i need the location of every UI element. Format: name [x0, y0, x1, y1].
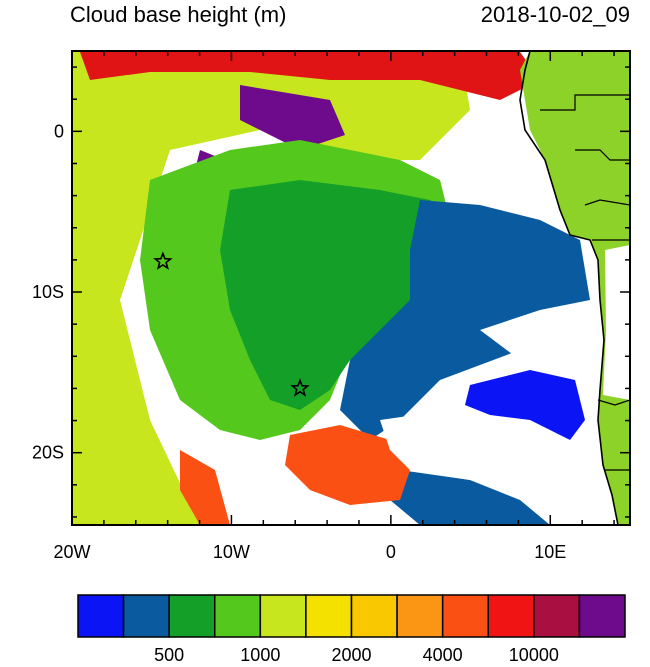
- star-marker-north-star-icon: [153, 251, 173, 270]
- lat-tick-label: 20S: [32, 443, 64, 463]
- cloud-field-orange-southwest: [180, 450, 230, 525]
- coastline: [519, 51, 619, 525]
- lon-tick-label: 20W: [53, 542, 90, 562]
- colorbar-label: 4000: [423, 645, 463, 665]
- colorbar: 500 1000 2000 4000 10000: [77, 594, 626, 665]
- land-africa: [520, 51, 630, 525]
- map-title: Cloud base height (m): [70, 2, 287, 27]
- cloud-field-dark-blue-coast: [340, 200, 590, 440]
- axis-ticks: 20W 10W 0 10E 0 10S 20S: [32, 51, 630, 562]
- cloud-field-green: [220, 180, 460, 410]
- cloud-field-purple-north: [240, 85, 345, 150]
- cloud-field-scattered-yellow: [72, 51, 470, 525]
- timestamp-label: 2018-10-02_09: [480, 2, 630, 27]
- colorbar-box: [487, 594, 535, 638]
- clear-region-coast: [480, 300, 600, 380]
- lon-tick-label: 0: [386, 542, 396, 562]
- lat-tick-label: 10S: [32, 282, 64, 302]
- colorbar-box: [350, 594, 398, 638]
- cloud-field-blue-coast: [465, 370, 585, 440]
- colorbar-box: [214, 594, 262, 638]
- colorbar-label: 500: [154, 645, 184, 665]
- colorbar-box: [578, 594, 626, 638]
- cloud-field-red-band-north: [80, 52, 540, 100]
- colorbar-box: [122, 594, 170, 638]
- cloud-field-red-south: [285, 425, 410, 505]
- plot-area: [72, 51, 630, 525]
- country-borders: [540, 94, 630, 471]
- lon-tick-label: 10W: [213, 542, 250, 562]
- map-frame: [71, 50, 631, 526]
- colorbar-box: [533, 594, 581, 638]
- colorbar-label: 1000: [240, 645, 280, 665]
- clear-region-south: [380, 410, 600, 500]
- cloud-field-dark-blue-south: [390, 470, 550, 525]
- colorbar-box: [168, 594, 216, 638]
- colorbar-label: 2000: [331, 645, 371, 665]
- colorbar-box: [305, 594, 353, 638]
- colorbar-label: 10000: [509, 645, 559, 665]
- colorbar-box: [441, 594, 489, 638]
- land-clear-interior: [603, 245, 630, 400]
- lon-tick-label: 10E: [534, 542, 566, 562]
- colorbar-box: [259, 594, 307, 638]
- colorbar-box: [77, 594, 125, 638]
- colorbar-box: [396, 594, 444, 638]
- star-marker-south-star-icon: [290, 378, 310, 397]
- lat-tick-label: 0: [54, 121, 64, 141]
